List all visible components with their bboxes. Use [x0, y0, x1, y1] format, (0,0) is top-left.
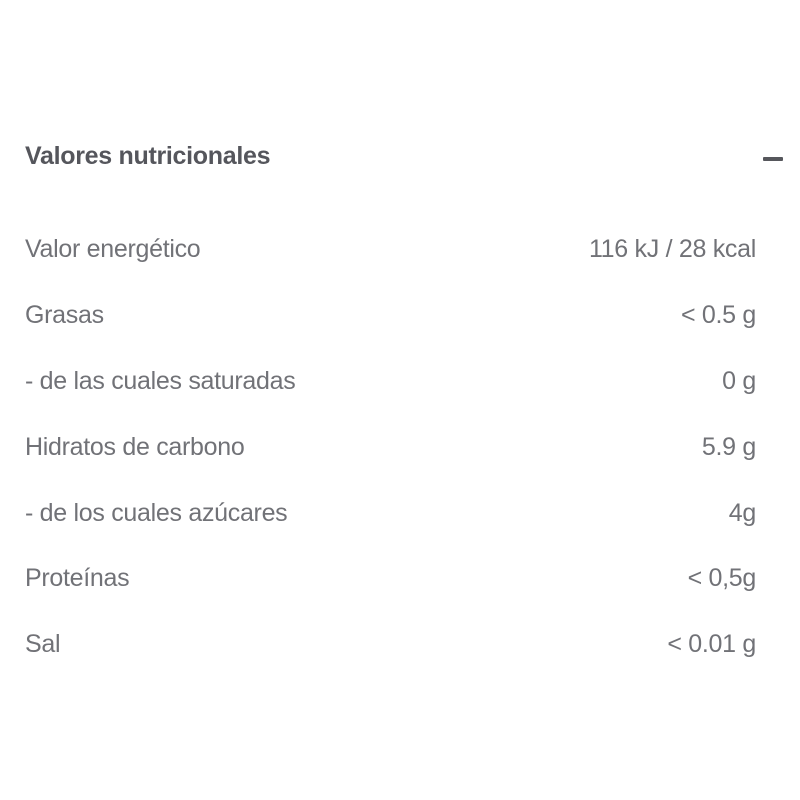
nutrient-value: < 0.01 g: [667, 630, 756, 659]
nutrient-value: 4g: [728, 498, 757, 527]
nutrition-row: - de las cuales saturadas 0 g: [25, 349, 756, 415]
nutrient-label: - de los cuales azúcares: [25, 498, 288, 527]
minus-icon: [763, 157, 783, 161]
nutrition-rows: Valor energético 116 kJ / 28 kcal Grasas…: [25, 217, 756, 678]
nutrient-label: Grasas: [25, 301, 104, 330]
nutrition-row: Sal < 0.01 g: [25, 612, 756, 678]
nutrient-value: 116 kJ / 28 kcal: [588, 235, 756, 264]
nutrition-panel-header[interactable]: Valores nutricionales: [25, 141, 785, 171]
nutrition-row: Proteínas < 0,5g: [25, 546, 756, 612]
nutrition-row: Grasas < 0.5 g: [25, 283, 756, 349]
nutrition-row: Hidratos de carbono 5.9 g: [25, 414, 756, 480]
nutrient-value: < 0.5 g: [680, 301, 756, 330]
nutrition-panel: Valores nutricionales Valor energético 1…: [0, 141, 800, 800]
nutrient-label: - de las cuales saturadas: [25, 366, 296, 395]
nutrient-value: 5.9 g: [701, 432, 756, 461]
nutrient-value: < 0,5g: [687, 564, 757, 593]
nutrient-label: Proteínas: [25, 564, 130, 593]
panel-title: Valores nutricionales: [25, 141, 271, 170]
collapse-toggle-button[interactable]: [761, 147, 785, 171]
nutrition-row: - de los cuales azúcares 4g: [25, 480, 756, 546]
nutrition-row: Valor energético 116 kJ / 28 kcal: [25, 217, 756, 283]
nutrient-label: Sal: [25, 630, 61, 659]
nutrient-value: 0 g: [722, 366, 756, 395]
nutrient-label: Valor energético: [25, 235, 201, 264]
nutrient-label: Hidratos de carbono: [25, 432, 245, 461]
